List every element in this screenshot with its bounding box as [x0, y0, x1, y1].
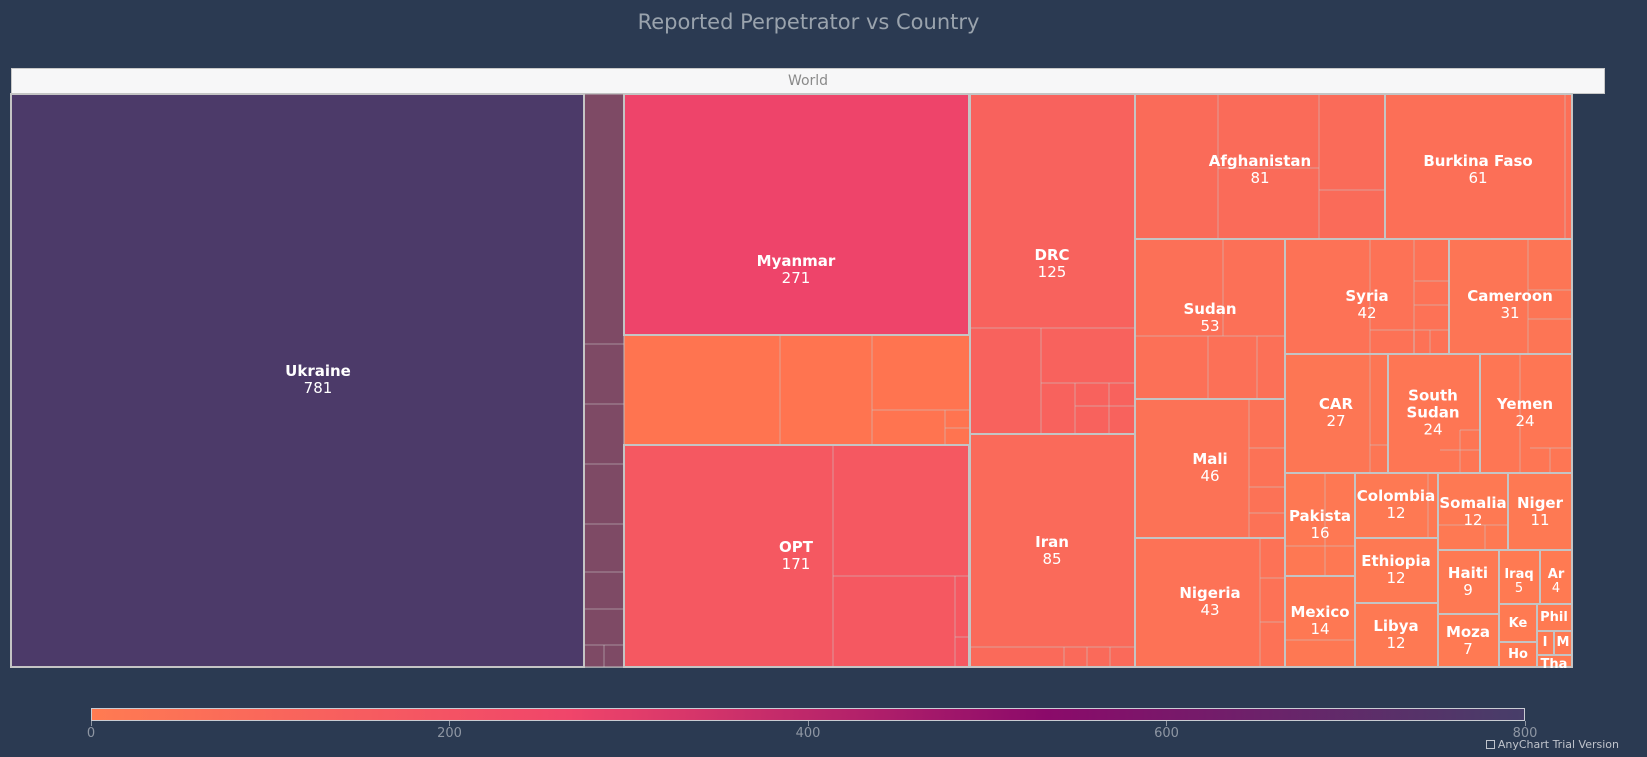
credits[interactable]: AnyChart Trial Version	[1485, 738, 1619, 751]
color-scale-tick-label: 400	[795, 726, 821, 741]
treemap-root-header[interactable]: World	[11, 68, 1605, 94]
treemap-tile-sudan[interactable]	[1134, 238, 1286, 400]
treemap-tile-ethiopia[interactable]	[1354, 537, 1439, 604]
treemap-tile-cameroon[interactable]	[1448, 238, 1573, 355]
treemap-tile-moza[interactable]	[1437, 613, 1500, 668]
treemap-tile-iran[interactable]	[969, 433, 1136, 668]
color-scale-tick-label: 800	[1512, 726, 1538, 741]
credits-text: AnyChart Trial Version	[1497, 738, 1619, 751]
color-scale-tick-mark	[807, 721, 809, 726]
treemap-tile-niger[interactable]	[1507, 472, 1573, 551]
treemap-tile-m[interactable]	[1553, 630, 1573, 656]
treemap-tile-south-sudan[interactable]	[1387, 353, 1481, 474]
treemap-tile-myanmar[interactable]	[623, 93, 970, 336]
treemap-tile-yemen[interactable]	[1479, 353, 1573, 474]
treemap-tile-ke[interactable]	[1498, 603, 1538, 643]
treemap-tile-colombia[interactable]	[1354, 472, 1439, 539]
treemap-tile-burkina-faso[interactable]	[1384, 93, 1573, 240]
treemap-tile-opt[interactable]	[623, 444, 970, 668]
chart-title: Reported Perpetrator vs Country	[637, 10, 980, 34]
color-scale-tick-mark	[1524, 721, 1526, 726]
treemap-tile-ho[interactable]	[1498, 641, 1538, 668]
color-scale-tick-label: 600	[1154, 726, 1179, 741]
treemap-tile-ukraine[interactable]	[10, 93, 585, 668]
treemap-tile-libya[interactable]	[1354, 602, 1439, 668]
treemap-tile-afghanistan[interactable]	[1134, 93, 1386, 240]
color-scale-tick-mark	[1166, 721, 1167, 726]
treemap-tile-mexico[interactable]	[1284, 575, 1356, 668]
anychart-logo-icon	[1485, 740, 1495, 749]
treemap-tile-phil[interactable]	[1536, 603, 1573, 632]
treemap-tile-i[interactable]	[1536, 630, 1555, 656]
treemap-tile-tha[interactable]	[1536, 654, 1573, 668]
treemap-tile-somalia[interactable]	[1437, 472, 1509, 551]
treemap-tile-haiti[interactable]	[1437, 549, 1500, 615]
treemap-tile-pakista[interactable]	[1284, 472, 1356, 577]
color-scale-tick-mark	[90, 721, 92, 726]
treemap-tile-syria[interactable]	[1284, 238, 1450, 355]
color-scale-tick-mark	[449, 721, 450, 726]
treemap-tile-nigeria[interactable]	[1134, 537, 1286, 668]
treemap-tile-ukraine-detail[interactable]	[583, 93, 625, 668]
treemap-tile-car[interactable]	[1284, 353, 1389, 474]
color-scale-tick-label: 200	[437, 726, 462, 741]
treemap-tile-mali[interactable]	[1134, 398, 1286, 539]
color-scale-tick-label: 0	[86, 726, 96, 741]
color-scale-bar	[91, 708, 1525, 721]
